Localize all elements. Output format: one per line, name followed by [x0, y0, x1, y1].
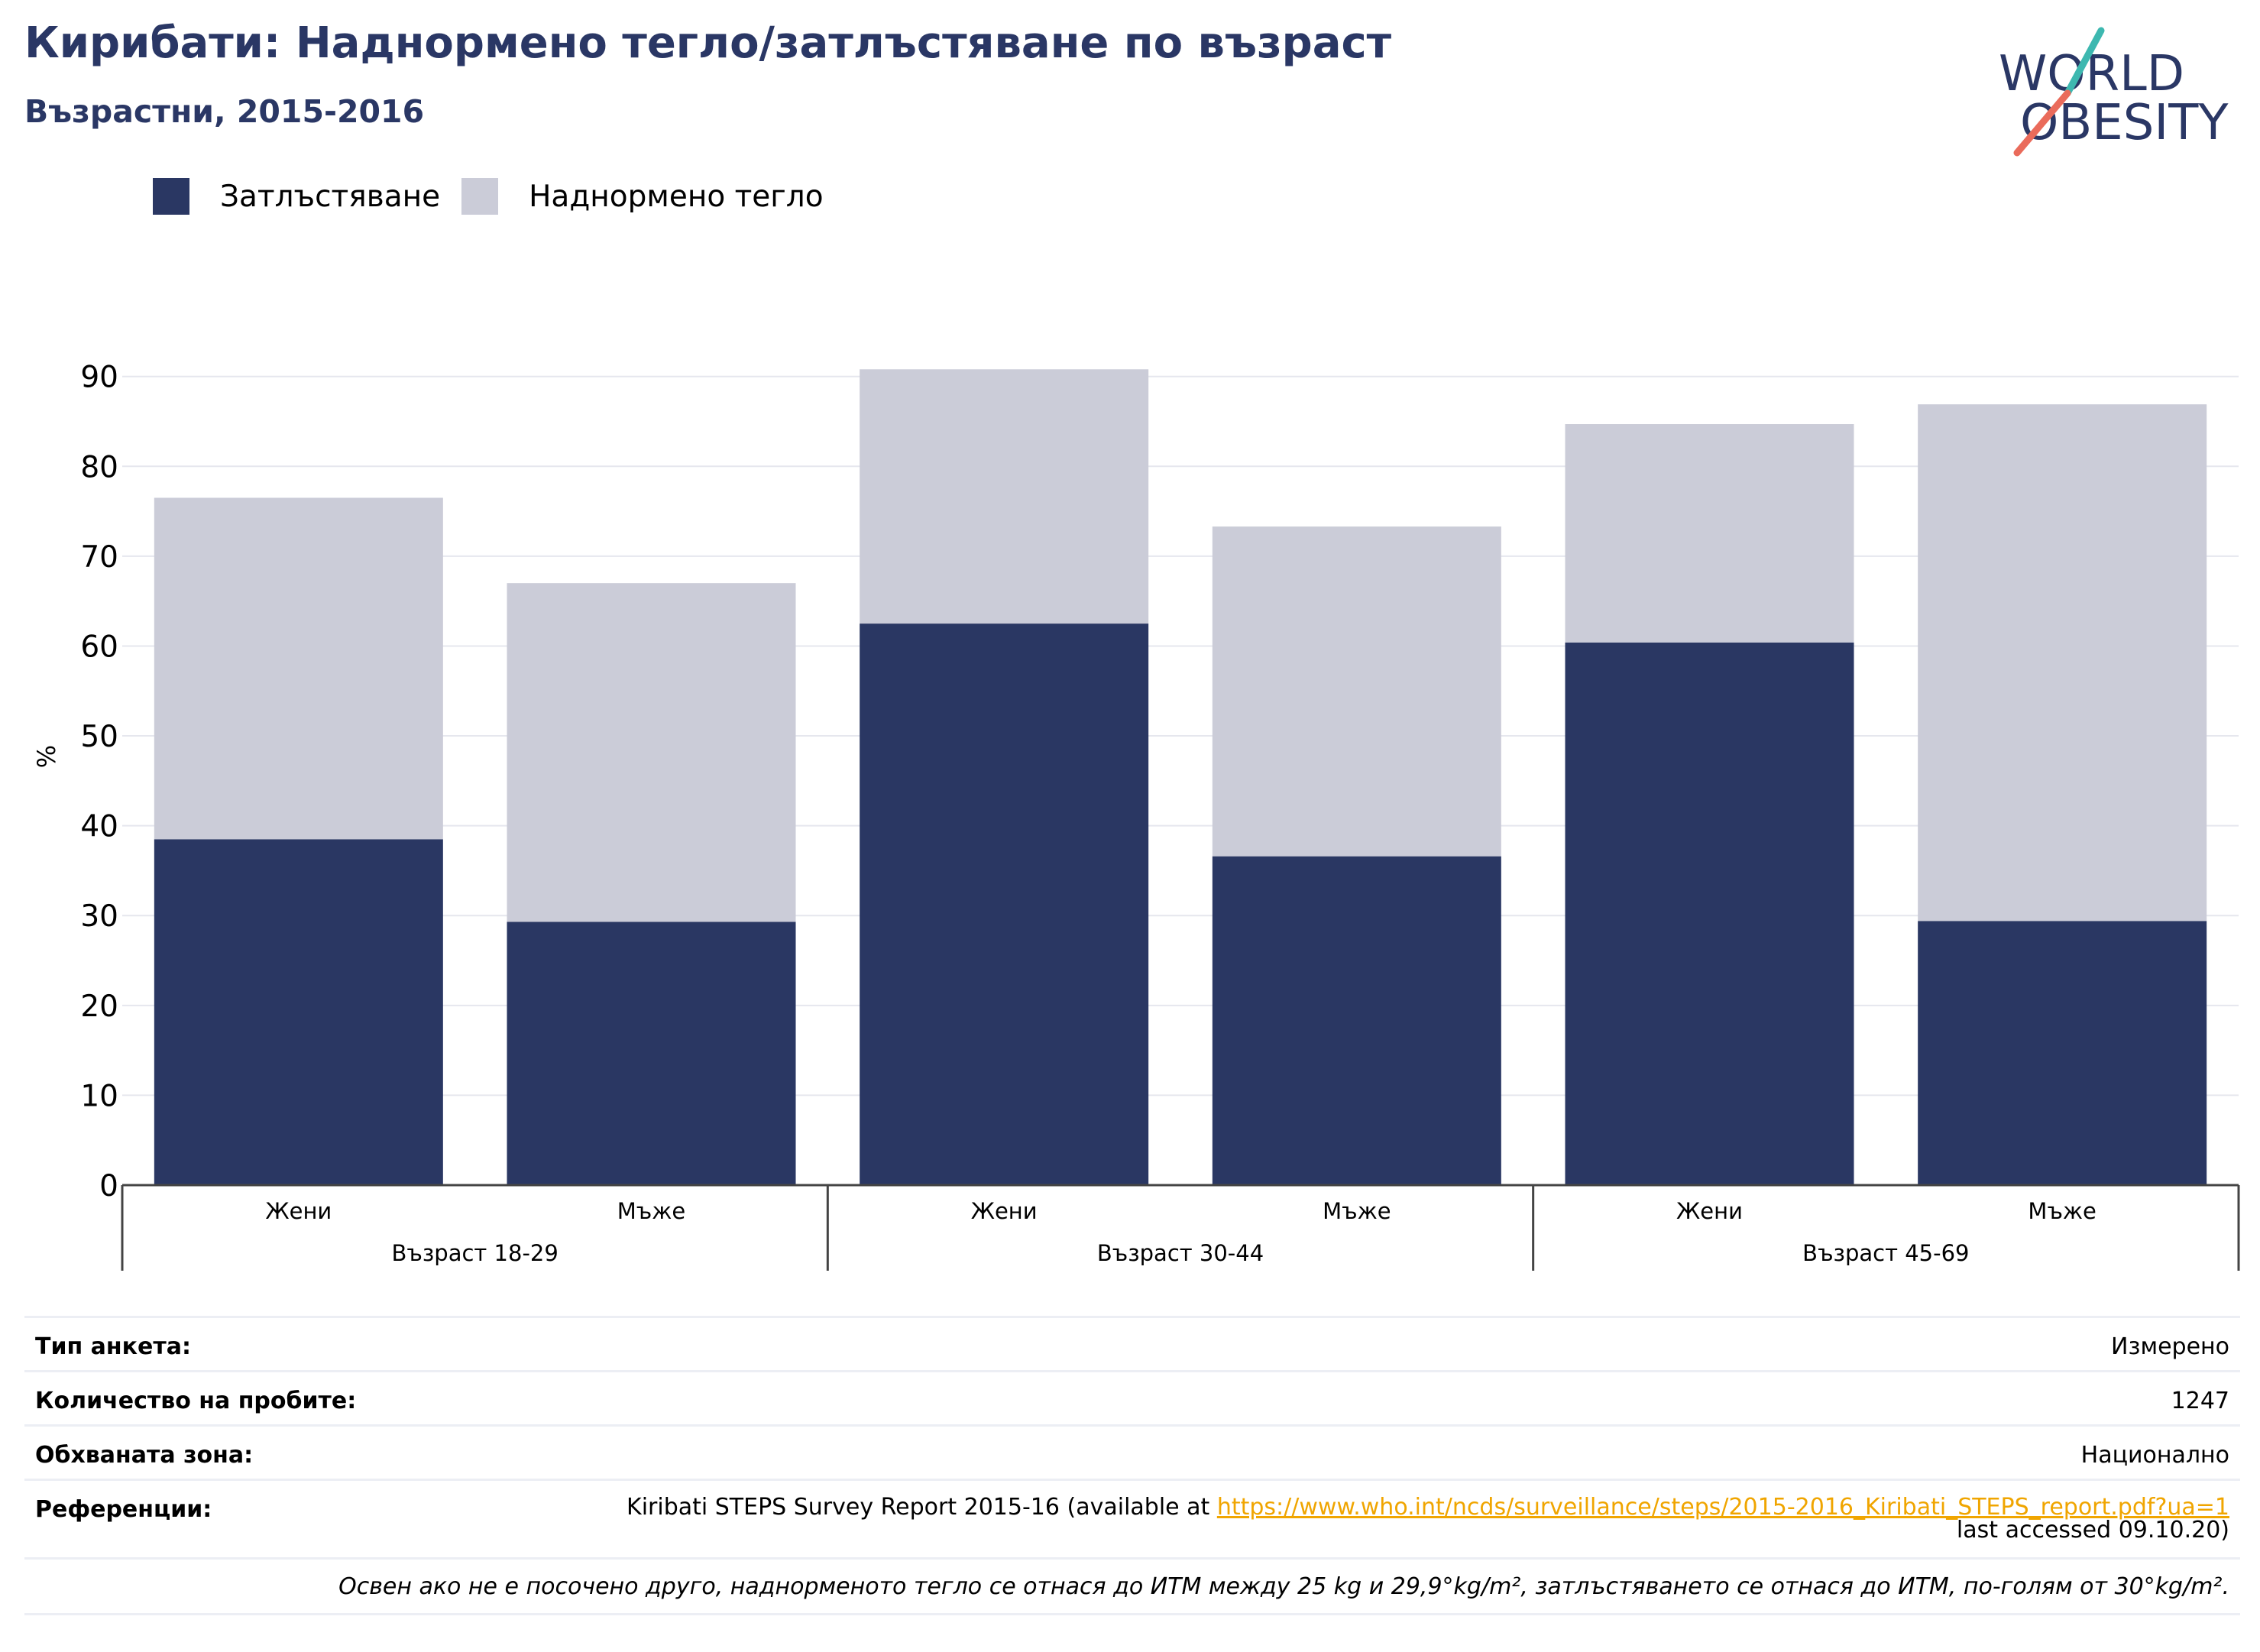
bar-obesity-0 [154, 839, 443, 1185]
y-tick-label-10: 10 [80, 1079, 118, 1113]
y-axis-label: % [32, 745, 61, 768]
y-tick-label-80: 80 [80, 450, 118, 484]
info-row-survey-type: Тип анкета: Измерено [24, 1316, 2240, 1370]
bar-obesity-3 [1212, 856, 1501, 1185]
stacked-bar-chart: 0 10 20 30 40 50 60 70 80 90% Жени Мъже Жени Мъже Жени… [32, 361, 2240, 1271]
y-tick-label-20: 20 [80, 990, 118, 1024]
x-category-label-3: Мъже [1323, 1198, 1391, 1224]
bar-obesity-5 [1918, 921, 2207, 1185]
references-label: Референции: [35, 1496, 212, 1523]
y-tick-label-50: 50 [80, 720, 118, 754]
reference-text: Kiribati STEPS Survey Report 2015-16 (av… [627, 1494, 1217, 1521]
bar-overweight-5 [1918, 404, 2207, 922]
chart-legend: Затлъстяване Наднормено тегло [153, 177, 845, 215]
area-value: Национално [2080, 1442, 2229, 1469]
legend-label-obesity: Затлъстяване [220, 179, 441, 214]
legend-swatch-overweight [461, 178, 499, 215]
bar-obesity-1 [507, 922, 796, 1185]
x-category-label-1: Мъже [617, 1198, 685, 1224]
bar-overweight-4 [1565, 424, 1854, 643]
y-tick-label-90: 90 [80, 361, 118, 395]
x-category-label-5: Мъже [2028, 1198, 2096, 1224]
y-tick-label-70: 70 [80, 540, 118, 575]
definition-note: Освен ако не е посочено друго, наднормен… [338, 1573, 2229, 1600]
info-row-note: Освен ако не е посочено друго, наднормен… [24, 1557, 2240, 1615]
x-category-label-0: Жени [265, 1198, 332, 1224]
legend-item-overweight[interactable]: Наднормено тегло [461, 178, 824, 215]
x-category-label-2: Жени [971, 1198, 1038, 1224]
survey-type-value: Измерено [2111, 1333, 2229, 1360]
sample-size-label: Количество на пробите: [35, 1388, 357, 1414]
legend-item-obesity[interactable]: Затлъстяване [153, 178, 440, 215]
survey-type-label: Тип анкета: [35, 1333, 191, 1360]
world-obesity-logo: WORLD OBESITY [1999, 27, 2229, 157]
bar-overweight-1 [507, 583, 796, 922]
bar-overweight-0 [154, 497, 443, 840]
info-row-area: Обхваната зона: Национално [24, 1424, 2240, 1479]
x-group-label-1: Възраст 30-44 [1097, 1240, 1264, 1266]
area-label: Обхваната зона: [35, 1442, 254, 1469]
reference-accessed: last accessed 09.10.20) [1956, 1517, 2229, 1543]
survey-info-table: Тип анкета: Измерено Количество на проби… [24, 1316, 2240, 1615]
y-tick-label-0: 0 [99, 1169, 118, 1203]
bar-obesity-4 [1565, 642, 1854, 1185]
y-tick-label-40: 40 [80, 810, 118, 844]
y-tick-label-30: 30 [80, 899, 118, 934]
bar-obesity-2 [860, 624, 1149, 1185]
references-value: Kiribati STEPS Survey Report 2015-16 (av… [627, 1496, 2229, 1542]
y-tick-label-60: 60 [80, 630, 118, 664]
reference-link[interactable]: https://www.who.int/ncds/surveillance/st… [1216, 1494, 2229, 1521]
x-group-label-2: Възраст 45-69 [1802, 1240, 1969, 1266]
info-row-references: Референции: Kiribati STEPS Survey Report… [24, 1479, 2240, 1557]
legend-swatch-obesity [153, 178, 189, 215]
sample-size-value: 1247 [2171, 1388, 2229, 1414]
bar-overweight-2 [860, 369, 1149, 624]
x-group-label-0: Възраст 18-29 [392, 1240, 559, 1266]
chart-title: Кирибати: Наднормено тегло/затлъстяване … [24, 18, 1392, 68]
chart-subtitle: Възрастни, 2015-2016 [24, 93, 425, 130]
info-row-sample-size: Количество на пробите: 1247 [24, 1370, 2240, 1424]
x-category-label-4: Жени [1676, 1198, 1743, 1224]
bar-overweight-3 [1212, 526, 1501, 857]
legend-label-overweight: Наднормено тегло [529, 179, 824, 214]
